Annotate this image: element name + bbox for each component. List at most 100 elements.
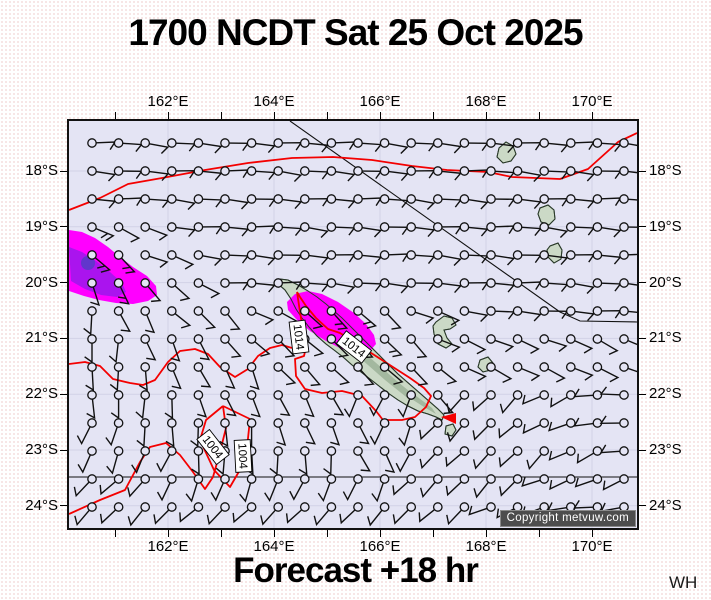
wind-barb (190, 418, 204, 448)
lat-label-left: 24°S (25, 496, 58, 514)
lat-tick-right (639, 282, 646, 284)
lat-tick-left (60, 449, 67, 451)
wind-barb (273, 334, 296, 358)
wind-barb (113, 278, 130, 305)
lon-tick-top (485, 112, 487, 119)
wind-barb (166, 362, 182, 390)
wind-barb (164, 390, 177, 420)
wind-barb (398, 418, 417, 447)
wind-barb (592, 362, 620, 383)
wind-barb (113, 250, 136, 274)
lat-label-left: 20°S (25, 273, 58, 291)
wind-barb (599, 444, 629, 456)
wind-barb (299, 250, 330, 266)
wind-barb (140, 334, 157, 361)
wind-barb (193, 250, 223, 266)
lon-label-bottom: 168°E (465, 538, 507, 555)
wind-barb (140, 250, 169, 268)
wind-barb (156, 474, 177, 502)
wind-barb (432, 138, 462, 154)
wind-barb (459, 194, 489, 210)
lat-label-right: 20°S (649, 273, 682, 291)
wind-barb (317, 474, 337, 503)
wind-barb (285, 502, 310, 524)
lon-tick-bottom (326, 530, 328, 537)
chart-title: 1700 NCDT Sat 25 Oct 2025 (128, 12, 583, 53)
wind-barb (343, 390, 363, 418)
wind-barb (432, 334, 461, 353)
wind-barb (526, 446, 550, 471)
lon-tick-bottom (220, 530, 222, 537)
wind-barb (110, 390, 124, 420)
wind-barb (179, 502, 204, 523)
lon-label-top: 164°E (253, 93, 295, 110)
wind-barb (379, 278, 409, 294)
wind-barb (367, 502, 390, 527)
wind-barb (459, 362, 487, 382)
lat-label-right: 18°S (649, 162, 682, 179)
wind-barb (619, 250, 637, 260)
wind-barb (459, 334, 487, 355)
wind-barb (113, 222, 141, 243)
wind-barb (473, 474, 496, 499)
wind-barb (299, 390, 315, 418)
lon-tick-bottom (273, 530, 275, 537)
wind-barb (239, 474, 257, 503)
wind-barb (269, 446, 284, 476)
lon-tick-top (220, 112, 222, 119)
wind-barb (419, 474, 443, 499)
svg-text:1004: 1004 (235, 443, 248, 470)
wind-barb (298, 446, 310, 476)
wind-barb (326, 278, 356, 294)
wind-barb (87, 222, 115, 242)
wind-barb (397, 390, 417, 419)
wind-barb (246, 390, 261, 418)
wind-barb (548, 446, 576, 461)
lat-tick-left (60, 337, 67, 339)
wind-barb (77, 446, 97, 474)
wind-barb (539, 222, 569, 238)
red-flag-marker (441, 413, 456, 424)
wind-barb (512, 306, 542, 322)
lon-tick-bottom (379, 530, 381, 537)
lon-tick-top (114, 112, 116, 119)
wind-barb (486, 250, 516, 266)
lat-label-left: 19°S (25, 217, 58, 235)
wind-barb (166, 334, 181, 362)
wind-barb (573, 388, 603, 400)
wind-barb (193, 138, 223, 154)
wind-barb (246, 362, 260, 390)
wind-barb (326, 194, 356, 209)
lat-tick-right (639, 337, 646, 339)
lat-tick-left (60, 393, 67, 395)
wind-barb (138, 362, 151, 392)
wind-barb (521, 474, 550, 488)
wind-barb (273, 390, 291, 416)
wind-barb (326, 334, 350, 358)
lat-label-right: 24°S (649, 496, 682, 514)
wind-barb (140, 222, 169, 241)
wind-barb (220, 306, 241, 331)
wind-barb (499, 474, 523, 497)
wind-barb (592, 250, 622, 265)
wind-barb (619, 138, 637, 148)
wind-barb (353, 362, 375, 386)
wind-barb (289, 474, 310, 501)
lon-tick-bottom (591, 530, 593, 537)
wind-barb (220, 390, 237, 417)
wind-barb (299, 418, 316, 445)
wind-barb (472, 446, 496, 470)
wind-barb (498, 446, 523, 468)
lon-tick-top (326, 112, 328, 119)
wind-barb (246, 250, 276, 266)
wind-barb (548, 418, 576, 432)
wind-barb (619, 278, 637, 288)
wind-barb (418, 502, 443, 523)
wind-barb (379, 194, 409, 209)
wind-barb (432, 362, 458, 385)
wind-barb (353, 222, 383, 238)
wind-barb (193, 278, 221, 299)
wind-barb (539, 306, 569, 320)
wind-barb (599, 415, 629, 428)
